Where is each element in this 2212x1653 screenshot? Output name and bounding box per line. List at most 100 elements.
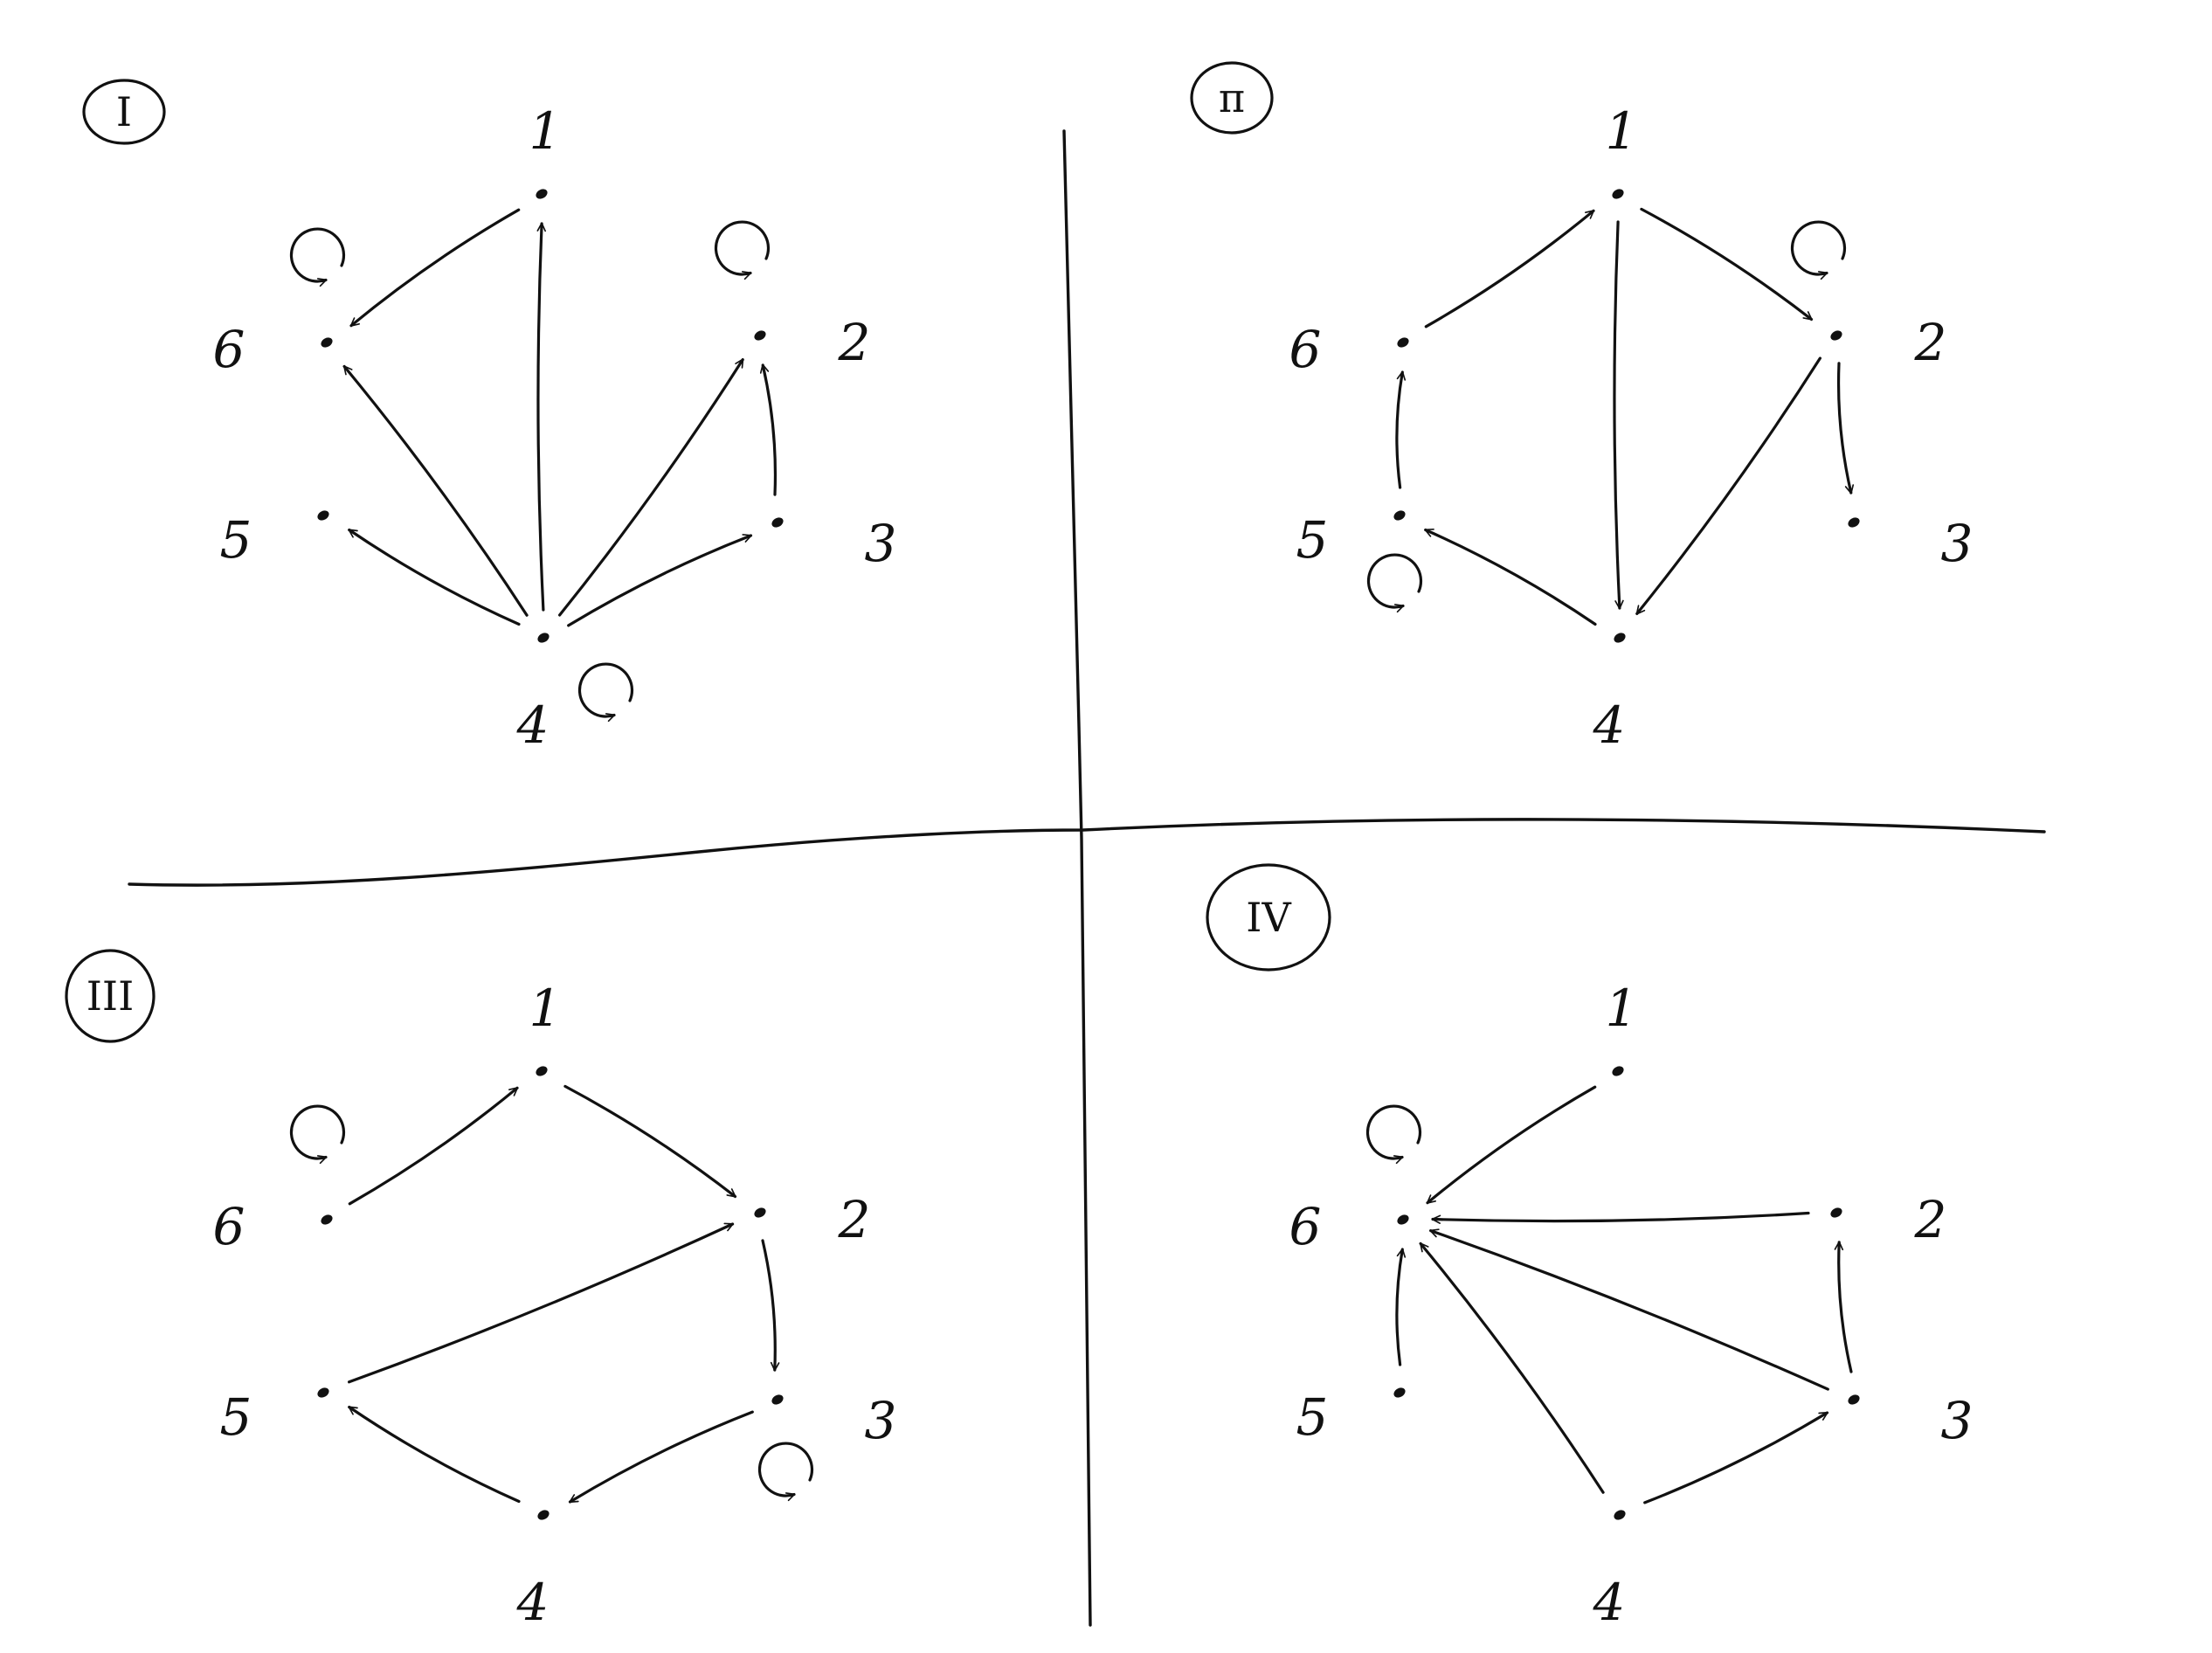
- self-loop-6: [289, 227, 346, 287]
- panel-3: III 1 2 3 4 5 6: [65, 949, 897, 1632]
- node-3: [1848, 517, 1860, 528]
- edge-3-to-2: [1834, 1241, 1853, 1373]
- node-label-6: 6: [213, 320, 245, 379]
- panel-1: I 1 2 3 4 5 6: [82, 79, 897, 755]
- node-label-2: 2: [838, 1190, 871, 1249]
- panel-badge: π: [1190, 61, 1274, 135]
- edge-2-to-3: [761, 1239, 780, 1372]
- badge-circle: [82, 79, 166, 145]
- node-4: [537, 633, 550, 643]
- edge-4-to-3: [1643, 1411, 1829, 1504]
- panel-label: III: [86, 972, 135, 1020]
- panel-label: π: [1219, 74, 1245, 121]
- self-loop-5: [1366, 553, 1423, 613]
- edge-4-to-6: [1419, 1241, 1605, 1494]
- edge-2-to-6: [1431, 1211, 1810, 1224]
- edge-1-to-4: [1613, 220, 1624, 610]
- node-label-1: 1: [1606, 979, 1638, 1038]
- edge-3-to-6: [1429, 1228, 1829, 1391]
- node-1: [536, 189, 548, 199]
- edge-6-to-1: [348, 1086, 519, 1206]
- edge-4-to-6: [342, 364, 529, 617]
- self-loop-6: [1365, 1104, 1422, 1165]
- edge-1-to-2: [563, 1084, 737, 1199]
- node-label-5: 5: [1296, 510, 1329, 570]
- node-3: [771, 1394, 784, 1405]
- panel-label: IV: [1246, 894, 1291, 941]
- edge-2-to-4: [1635, 356, 1821, 615]
- divider-horizontal: [128, 818, 2046, 887]
- badge-circle: [65, 949, 156, 1043]
- node-label-5: 5: [220, 1387, 252, 1447]
- panel-2: π 1 2 3 4 5 6: [1190, 61, 1974, 755]
- node-label-6: 6: [213, 1197, 245, 1256]
- self-loop-2: [1790, 220, 1847, 280]
- node-label-3: 3: [865, 514, 897, 573]
- node-label-6: 6: [1289, 1197, 1322, 1256]
- node-label-2: 2: [1914, 313, 1947, 372]
- node-label-1: 1: [529, 101, 562, 161]
- panel-4: IV 1 2 3 4 5 6: [1206, 863, 1974, 1632]
- node-2: [754, 1207, 766, 1218]
- panels-layer: I 1 2 3 4 5 6 π 1 2 3 4 5 6 III 1 2 3 4 5 6 IV 1 2 3 4 5 6: [65, 61, 1974, 1632]
- node-label-5: 5: [220, 510, 252, 570]
- panel-badge: I: [82, 79, 166, 145]
- node-label-4: 4: [1593, 695, 1626, 755]
- node-1: [1612, 1066, 1624, 1076]
- edge-4-to-5: [348, 528, 521, 626]
- node-label-5: 5: [1296, 1387, 1329, 1447]
- panel-badge: III: [65, 949, 156, 1043]
- self-loop-3: [757, 1442, 814, 1502]
- edge-6-to-1: [1424, 209, 1595, 329]
- node-label-4: 4: [1593, 1573, 1626, 1632]
- badge-circle: [1206, 863, 1331, 972]
- node-4: [537, 1510, 550, 1520]
- node-label-3: 3: [865, 1391, 897, 1450]
- edge-4-to-5: [1424, 528, 1597, 626]
- edge-1-to-6: [349, 208, 521, 328]
- panel-badge: IV: [1206, 863, 1331, 972]
- edge-5-to-2: [348, 1222, 735, 1384]
- node-label-1: 1: [529, 979, 562, 1038]
- node-6: [1397, 337, 1409, 348]
- node-6: [321, 337, 333, 348]
- edge-1-to-2: [1640, 207, 1814, 322]
- node-5: [317, 1387, 329, 1398]
- node-3: [771, 517, 784, 528]
- edge-4-to-5: [348, 1405, 521, 1504]
- node-label-1: 1: [1606, 101, 1638, 161]
- node-2: [754, 330, 766, 341]
- node-label-4: 4: [516, 695, 550, 755]
- edge-5-to-6: [1395, 370, 1407, 489]
- node-2: [1830, 330, 1842, 341]
- edge-4-to-3: [567, 534, 753, 627]
- node-label-2: 2: [838, 313, 871, 372]
- node-2: [1830, 1207, 1842, 1218]
- node-6: [1397, 1214, 1409, 1225]
- node-1: [536, 1066, 548, 1076]
- node-4: [1614, 1510, 1626, 1520]
- node-1: [1612, 189, 1624, 199]
- edge-1-to-6: [1426, 1085, 1597, 1205]
- node-label-4: 4: [516, 1573, 550, 1632]
- node-label-3: 3: [1941, 514, 1974, 573]
- node-4: [1614, 633, 1626, 643]
- node-6: [321, 1214, 333, 1225]
- self-loop-4: [577, 662, 634, 723]
- edge-4-to-2: [558, 358, 744, 617]
- node-5: [1393, 510, 1406, 521]
- node-label-6: 6: [1289, 320, 1322, 379]
- self-loop-6: [289, 1104, 346, 1165]
- self-loop-2: [714, 220, 771, 280]
- edge-3-to-4: [568, 1410, 754, 1504]
- edge-3-to-2: [759, 363, 778, 496]
- edge-5-to-6: [1395, 1248, 1407, 1366]
- badge-circle: [1190, 61, 1274, 135]
- node-label-3: 3: [1941, 1391, 1974, 1450]
- divider-vertical: [1062, 129, 1092, 1627]
- edge-2-to-3: [1836, 362, 1855, 495]
- panel-label: I: [116, 88, 132, 135]
- node-3: [1848, 1394, 1860, 1405]
- node-5: [317, 510, 329, 521]
